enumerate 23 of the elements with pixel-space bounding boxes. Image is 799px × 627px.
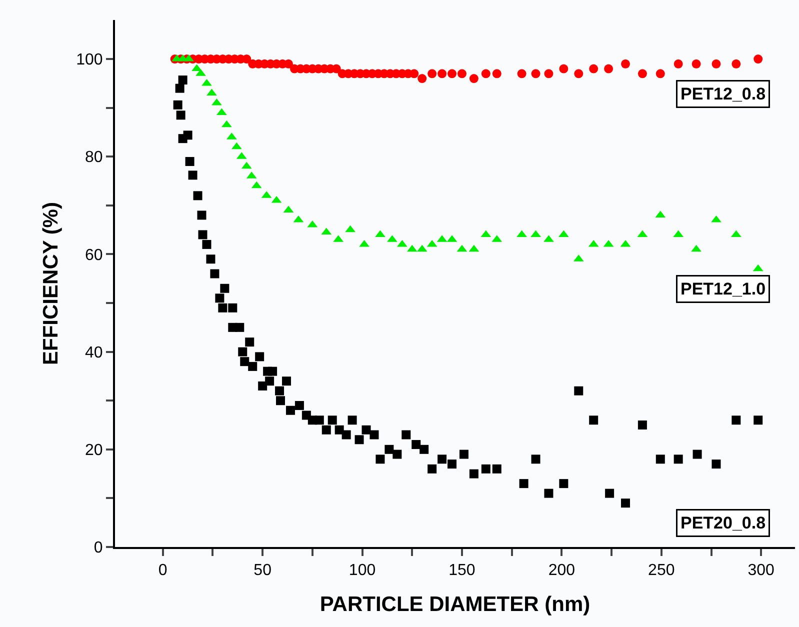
y-tick-label: 40 <box>85 344 103 362</box>
y-tick-label: 0 <box>94 540 103 557</box>
x-tick-label: 100 <box>348 562 376 580</box>
x-tick-label: 300 <box>748 562 775 580</box>
series-label: PET12_1.0 <box>680 280 766 298</box>
y-tick-label: 80 <box>85 149 103 166</box>
y-tick-label: 60 <box>85 246 103 264</box>
point <box>192 64 202 72</box>
x-tick-label: 0 <box>158 562 168 580</box>
y-axis-title: EFFICIENCY (%) <box>40 202 63 365</box>
point <box>212 98 222 106</box>
y-tick-label: 100 <box>76 52 103 69</box>
text: PET20_0.8 <box>680 514 766 532</box>
series-label: PET12_0.8 <box>680 84 766 104</box>
x-axis-title: PARTICLE DIAMETER (nm) <box>320 592 590 616</box>
x-tick-label: 150 <box>448 562 476 580</box>
x-tick-label: 250 <box>648 562 675 580</box>
point <box>691 244 702 252</box>
point <box>359 240 370 247</box>
point <box>202 78 212 86</box>
x-tick-label: 50 <box>254 562 272 580</box>
y-tick-label: 20 <box>85 442 103 460</box>
x-tick-label: 200 <box>548 562 576 580</box>
